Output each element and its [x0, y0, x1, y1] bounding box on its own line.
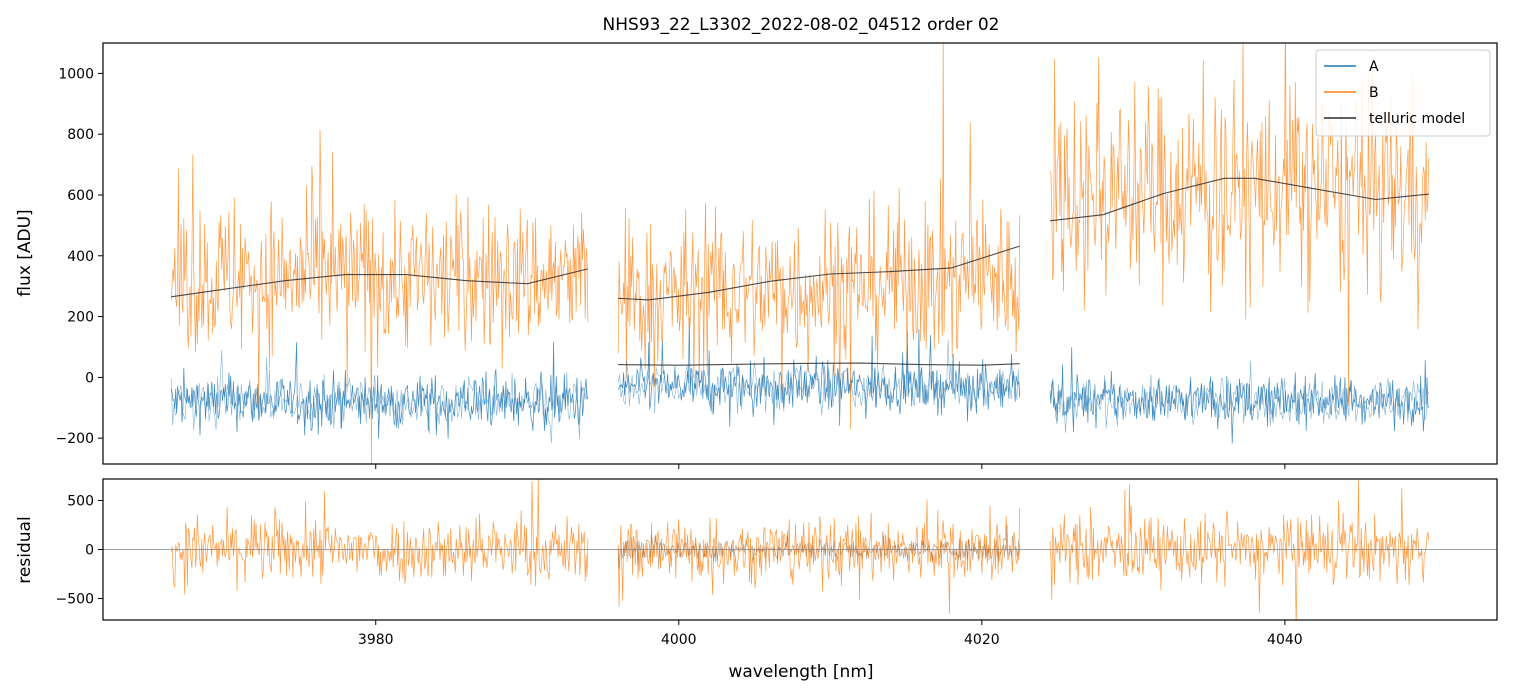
- y-tick-label: −200: [56, 431, 94, 447]
- residual-y-axis: −500 0 500: [56, 494, 103, 607]
- series-a-overlay-segment-1: [170, 349, 589, 444]
- y-tick-label: 600: [67, 188, 94, 204]
- x-tick-label: 4040: [1267, 632, 1303, 648]
- series-b-segment-2: [617, 43, 1021, 430]
- series-a-overlay-segment-3: [1049, 360, 1430, 433]
- legend-label-telluric: telluric model: [1369, 111, 1465, 127]
- series-a-segment-3: [1049, 347, 1430, 444]
- series-a-segment-1: [170, 341, 589, 439]
- chart-title: NHS93_22_L3302_2022-08-02_04512 order 02: [603, 15, 1000, 35]
- x-axis-label: wavelength [nm]: [728, 662, 873, 682]
- residual-plot-area: [103, 479, 1497, 620]
- telluric-model-curve-a: [618, 362, 1020, 366]
- flux-x-ticks: [375, 464, 1286, 469]
- y-tick-label: 0: [85, 370, 94, 386]
- residual-a-segment-2: [617, 524, 1021, 575]
- x-tick-label: 4000: [661, 632, 697, 648]
- flux-y-axis-label: flux [ADU]: [15, 209, 35, 296]
- x-tick-label: 3980: [358, 632, 394, 648]
- legend-label-a: A: [1369, 59, 1379, 75]
- flux-y-axis: −200 0 200 400 600 800 1000: [56, 66, 103, 447]
- residual-x-axis: 3980 4000 4020 4040: [358, 620, 1303, 648]
- y-tick-label: 800: [67, 127, 94, 143]
- y-tick-label: 0: [85, 543, 94, 559]
- flux-panel: −200 0 200 400 600 800 1000 flux [ADU]: [15, 42, 1498, 469]
- series-b-segment-1: [170, 129, 589, 464]
- legend: A B telluric model: [1315, 49, 1491, 137]
- residual-panel: −500 0 500 3980 4000 4020 4040 residual wavel…: [15, 478, 1498, 682]
- residual-b-segment-3: [1049, 480, 1430, 620]
- x-tick-label: 4020: [964, 632, 1000, 648]
- y-tick-label: −500: [56, 591, 94, 607]
- residual-y-axis-label: residual: [15, 516, 35, 583]
- telluric-model-curve: [171, 177, 1429, 301]
- series-a-overlay-segment-2: [617, 339, 1020, 416]
- residual-b-segment-2: [617, 499, 1021, 615]
- residual-b-segment-1: [170, 479, 589, 595]
- y-tick-label: 400: [67, 249, 94, 265]
- series-a-segment-2: [617, 317, 1021, 427]
- legend-box: [1315, 49, 1491, 137]
- series-b-segment-3: [1049, 43, 1430, 406]
- flux-plot-area: [170, 43, 1430, 464]
- y-tick-label: 200: [67, 310, 94, 326]
- y-tick-label: 1000: [58, 66, 94, 82]
- y-tick-label: 500: [67, 494, 94, 510]
- flux-axes-frame: [102, 42, 1498, 465]
- legend-label-b: B: [1369, 85, 1379, 101]
